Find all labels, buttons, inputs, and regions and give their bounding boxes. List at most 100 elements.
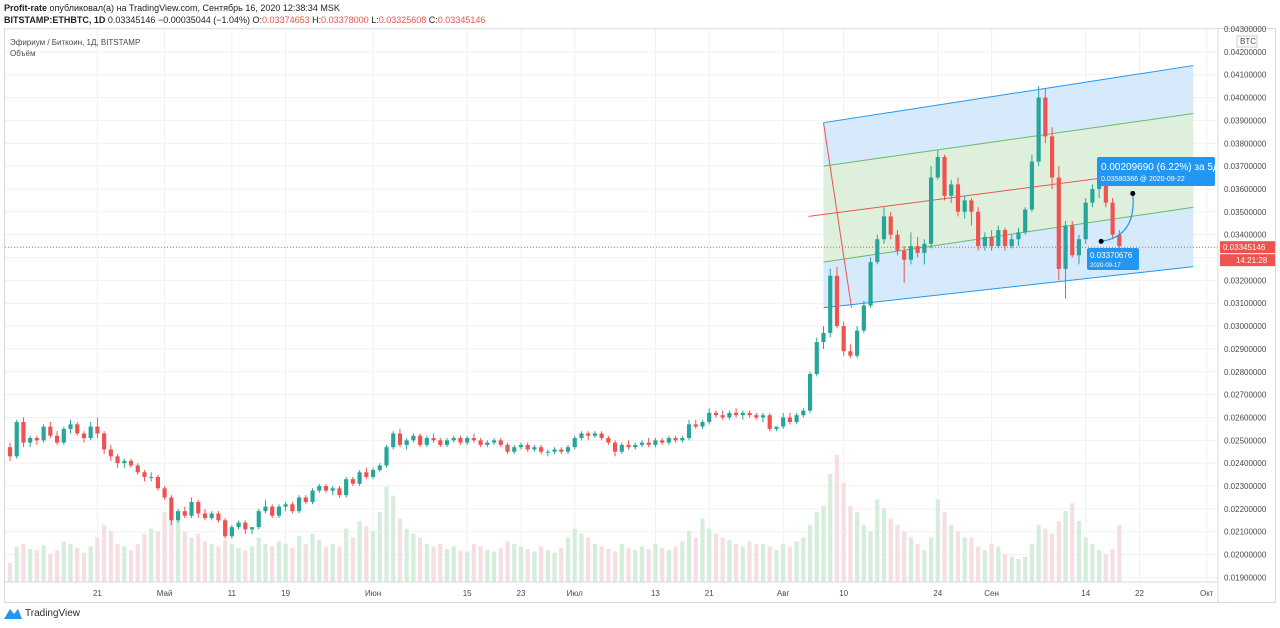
volume-bar: [539, 546, 544, 582]
candle: [848, 344, 853, 359]
candle: [1063, 220, 1068, 299]
series-legend[interactable]: Эфириум / Биткоин, 1Д, BITSTAMP: [10, 38, 141, 47]
candle-body: [686, 424, 692, 439]
candle: [942, 154, 947, 201]
volume-bar: [962, 537, 967, 582]
price-tick: 0.02800000: [1224, 368, 1267, 377]
candle: [88, 422, 93, 441]
volume-bars: [7, 455, 1122, 582]
candle-body: [249, 527, 255, 530]
channel-upper-line: [823, 65, 1194, 124]
candle: [1036, 86, 1041, 167]
volume-bar: [478, 546, 483, 582]
candle: [539, 444, 544, 455]
candle: [888, 211, 893, 240]
volume-bar: [1002, 554, 1008, 582]
candle-body: [337, 488, 342, 496]
candle-body: [189, 502, 194, 516]
candle: [861, 300, 866, 333]
candle: [532, 444, 537, 452]
candle-body: [592, 433, 597, 436]
candle-body: [639, 442, 645, 445]
candle: [337, 486, 342, 498]
candle: [613, 440, 618, 457]
volume-bar: [505, 541, 510, 582]
volume-bar: [727, 540, 732, 582]
candle-body: [902, 250, 907, 260]
candle: [592, 431, 597, 439]
time-tick: 22: [1135, 589, 1144, 598]
candle-body: [424, 438, 429, 445]
candle: [740, 410, 745, 420]
price-tick: 0.01900000: [1224, 573, 1267, 582]
volume-bar: [1009, 556, 1014, 582]
candle: [828, 268, 833, 338]
price-tick: 0.02300000: [1224, 482, 1267, 491]
candle: [175, 508, 181, 523]
candle-body: [391, 433, 396, 448]
candle-body: [680, 438, 685, 441]
candle-body: [1090, 188, 1095, 203]
candle-body: [1117, 234, 1122, 247]
brand-label: TradingView: [25, 608, 81, 619]
candle: [283, 502, 288, 512]
candle: [270, 504, 275, 519]
volume-bar: [532, 551, 537, 582]
price-tick: 0.02500000: [1224, 436, 1267, 445]
candle: [182, 506, 187, 519]
candle: [982, 232, 987, 251]
change: −0.00035044 (−1.04%): [157, 15, 251, 25]
price-tick: 0.02100000: [1224, 528, 1267, 537]
candle-body: [794, 415, 799, 423]
candle: [720, 410, 725, 420]
candle-body: [48, 426, 53, 436]
candle-body: [525, 444, 530, 450]
candle-body: [310, 490, 315, 503]
volume-bar: [418, 537, 423, 582]
start-price-label: 0.03370676: [1090, 251, 1133, 260]
candle-body: [996, 230, 1001, 247]
candle-body: [14, 422, 19, 457]
volume-bar: [431, 546, 436, 582]
volume-bar: [310, 533, 315, 582]
channel-inner: [823, 113, 1194, 263]
footer-brand[interactable]: TradingView: [4, 608, 80, 619]
candle: [323, 483, 329, 493]
volume-bar: [451, 546, 456, 582]
volume-bar: [693, 537, 698, 582]
candle: [54, 431, 60, 445]
candle: [48, 422, 53, 439]
candle: [774, 426, 779, 432]
candle: [243, 520, 248, 535]
volume-bar: [175, 521, 181, 582]
volume-bar: [895, 524, 900, 582]
candle-body: [263, 506, 268, 512]
candle: [586, 431, 591, 441]
candle-body: [848, 351, 853, 356]
candle-body: [149, 476, 154, 478]
candle: [1090, 184, 1095, 208]
candle-body: [700, 422, 705, 427]
volume-bar: [169, 505, 174, 582]
candle: [263, 499, 268, 514]
candle: [209, 511, 214, 521]
candle: [666, 435, 671, 445]
volume-legend[interactable]: Объём: [10, 49, 36, 58]
candle: [216, 511, 221, 523]
candle-body: [982, 236, 987, 247]
candle-body: [491, 440, 497, 443]
volume-bar: [1097, 550, 1102, 582]
volume-bar: [787, 546, 792, 582]
volume-bar: [290, 547, 295, 582]
volume-bar: [707, 528, 712, 582]
candle: [471, 433, 476, 443]
candle: [122, 458, 127, 468]
time-tick: 15: [463, 589, 472, 598]
candle-body: [34, 438, 39, 441]
candle: [760, 412, 766, 423]
candle-body: [438, 440, 443, 445]
candle-body: [1036, 97, 1041, 162]
volume-bar: [323, 546, 329, 582]
candle-body: [545, 451, 550, 453]
